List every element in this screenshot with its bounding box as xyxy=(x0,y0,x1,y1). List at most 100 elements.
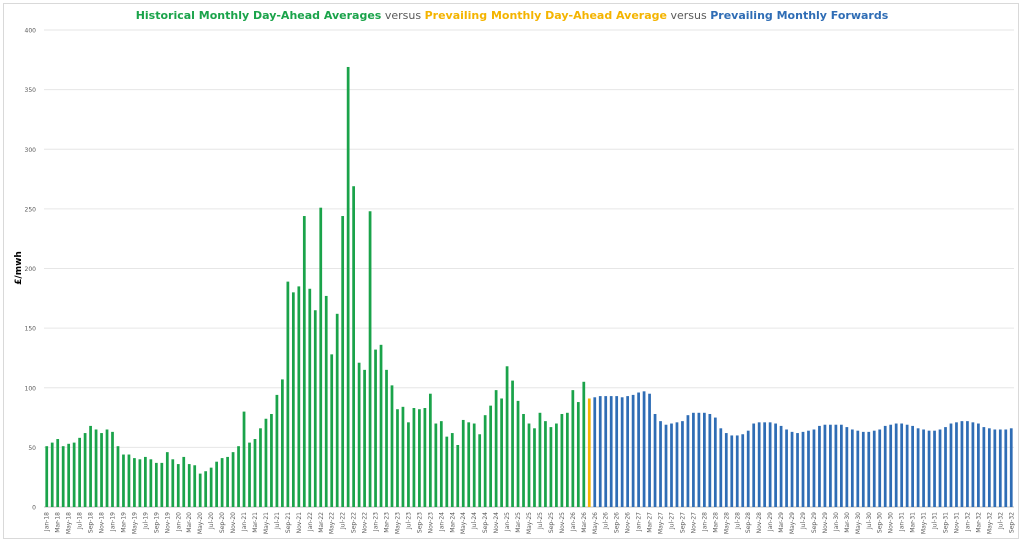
x-tick-label: Sep-25 xyxy=(548,512,555,533)
bar-forwards xyxy=(944,427,947,507)
bar-historical xyxy=(456,444,460,507)
y-tick-label: 150 xyxy=(25,326,37,333)
x-tick-label: May-30 xyxy=(855,512,862,534)
bar-historical xyxy=(582,381,586,507)
bar-forwards xyxy=(872,430,876,507)
bar-forwards xyxy=(681,421,684,507)
x-tick-label: Nov-18 xyxy=(99,512,106,534)
x-tick-label: Jul-28 xyxy=(734,512,741,530)
bar-forwards xyxy=(752,423,756,507)
x-tick-label: Jul-20 xyxy=(208,512,215,530)
x-tick-label: Mar-18 xyxy=(55,512,62,533)
bar-historical xyxy=(522,413,525,507)
bar-historical xyxy=(291,292,295,507)
x-tick-label: Sep-22 xyxy=(351,512,358,533)
bar-forwards xyxy=(987,428,991,507)
x-tick-label: Jul-31 xyxy=(932,512,939,530)
bar-historical xyxy=(330,354,334,507)
x-tick-label: May-18 xyxy=(66,512,73,534)
x-tick-label: Mar-31 xyxy=(910,512,917,533)
bar-historical xyxy=(516,400,520,507)
bar-historical xyxy=(434,423,438,507)
bar-forwards xyxy=(1004,429,1008,507)
bar-historical xyxy=(489,405,493,507)
x-tick-label: Nov-20 xyxy=(230,512,237,534)
x-tick-label: Jul-18 xyxy=(77,512,84,530)
bar-forwards xyxy=(692,412,695,507)
bar-forwards xyxy=(916,428,920,507)
y-axis-ticks: 0 50 100 150 200 250 300 350 400 xyxy=(25,28,37,512)
x-tick-label: Nov-31 xyxy=(953,512,960,534)
x-tick-label: Nov-22 xyxy=(362,512,369,534)
x-tick-label: Nov-28 xyxy=(756,512,763,534)
bar-historical xyxy=(390,385,394,507)
bar-historical xyxy=(297,286,301,507)
bar-historical xyxy=(379,344,383,507)
bar-forwards xyxy=(670,423,673,507)
bar-forwards xyxy=(850,429,854,507)
bar-historical xyxy=(357,362,361,507)
bar-historical xyxy=(237,446,240,507)
bar-historical xyxy=(555,423,558,507)
bar-historical xyxy=(533,428,536,507)
bar-historical xyxy=(83,433,87,507)
x-tick-label: Mar-22 xyxy=(318,512,325,533)
bar-historical xyxy=(198,473,202,507)
bar-historical xyxy=(494,390,498,507)
y-axis-label: £/mwh xyxy=(14,251,24,285)
bar-forwards xyxy=(664,424,668,507)
bar-historical xyxy=(308,288,312,507)
bar-historical xyxy=(72,442,76,507)
bar-forwards xyxy=(779,425,783,507)
y-tick-label: 250 xyxy=(25,206,37,213)
bar-historical xyxy=(313,310,317,507)
x-tick-label: Sep-23 xyxy=(416,512,423,533)
bar-forwards xyxy=(993,429,997,507)
x-axis-ticks: Jan-18 Mar-18 May-18 Jul-18 Sep-18 Nov-18 Jan-… xyxy=(44,512,1016,534)
bar-forwards xyxy=(955,422,958,507)
x-tick-label: Jul-19 xyxy=(142,512,149,530)
bar-forwards xyxy=(724,433,728,507)
bar-historical xyxy=(133,458,136,507)
x-tick-label: Jul-32 xyxy=(997,512,1004,530)
x-tick-label: May-23 xyxy=(394,512,401,534)
bar-historical xyxy=(505,366,509,507)
bar-forwards xyxy=(730,435,734,507)
bar-historical xyxy=(50,442,54,507)
bar-historical xyxy=(270,413,273,507)
bar-forwards xyxy=(818,425,821,507)
bar-historical xyxy=(215,461,218,507)
y-tick-label: 50 xyxy=(28,445,36,452)
bar-historical xyxy=(226,456,229,507)
bar-historical xyxy=(385,369,388,507)
x-tick-label: Mar-28 xyxy=(712,512,719,533)
bar-historical xyxy=(576,402,580,507)
bar-forwards xyxy=(626,396,630,507)
bar-forwards xyxy=(757,422,761,507)
chart-frame xyxy=(3,3,1019,539)
bar-forwards xyxy=(719,428,723,507)
x-tick-label: May-20 xyxy=(197,512,204,534)
bar-forwards xyxy=(615,396,619,507)
bar-forwards xyxy=(878,429,882,507)
bar-historical xyxy=(527,423,531,507)
y-tick-label: 0 xyxy=(32,505,36,512)
x-tick-label: May-32 xyxy=(986,512,993,534)
x-tick-label: May-29 xyxy=(789,512,796,534)
x-tick-label: Jan-21 xyxy=(241,512,248,532)
bar-historical xyxy=(176,464,180,507)
bar-historical xyxy=(209,467,213,507)
x-tick-label: Jul-24 xyxy=(471,512,478,530)
bar-historical xyxy=(111,431,114,507)
x-tick-label: Jul-27 xyxy=(668,512,675,530)
x-tick-label: Nov-25 xyxy=(559,512,566,534)
bar-historical xyxy=(275,394,279,507)
bar-forwards xyxy=(823,424,827,507)
bar-forwards xyxy=(763,422,767,507)
x-tick-label: May-19 xyxy=(131,512,138,534)
bar-forwards xyxy=(922,429,925,507)
bar-historical xyxy=(428,393,432,507)
bar-historical xyxy=(374,349,377,507)
bar-historical xyxy=(127,454,131,507)
x-tick-label: Nov-23 xyxy=(427,512,434,534)
